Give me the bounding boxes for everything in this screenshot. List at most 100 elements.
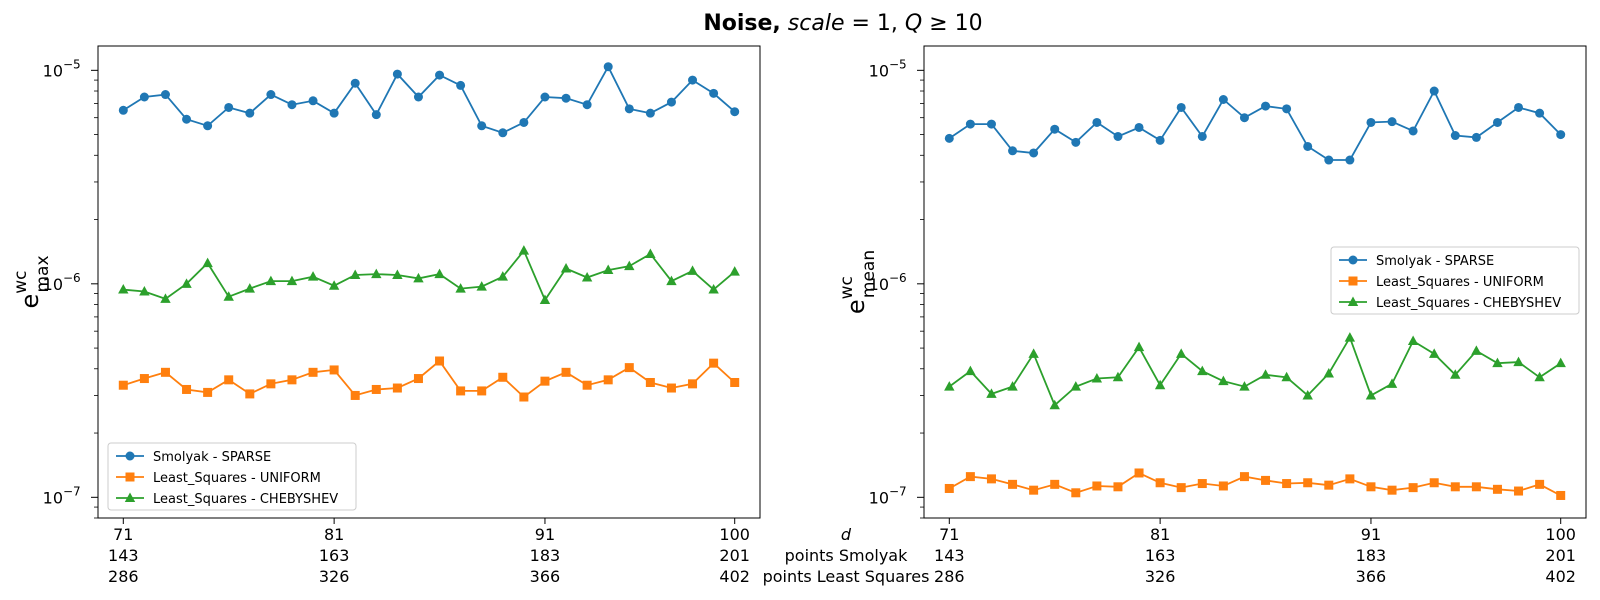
- data-point: [1134, 122, 1144, 132]
- data-point: [1092, 481, 1102, 491]
- data-point: [434, 268, 445, 279]
- data-point: [1092, 117, 1102, 127]
- data-point: [1408, 126, 1418, 136]
- data-point: [181, 278, 192, 288]
- data-point: [687, 265, 698, 275]
- data-point: [1492, 357, 1503, 368]
- data-point: [1050, 124, 1060, 134]
- data-point: [965, 472, 975, 482]
- data-point: [350, 390, 360, 400]
- x-tick-label: 100: [719, 525, 750, 544]
- data-point: [1345, 155, 1355, 165]
- data-point: [224, 102, 234, 112]
- data-point: [688, 379, 698, 389]
- legend-box: [1330, 246, 1580, 315]
- data-point: [1408, 483, 1418, 493]
- data-point: [413, 92, 423, 102]
- x-tick-label: 163: [319, 546, 350, 565]
- data-point: [118, 380, 128, 390]
- y-tick-label: 10: [43, 61, 63, 80]
- data-point: [944, 381, 955, 391]
- data-point: [1555, 357, 1566, 368]
- data-point: [709, 88, 719, 98]
- data-point: [1260, 369, 1271, 379]
- data-point: [1556, 490, 1566, 500]
- data-point: [519, 392, 529, 402]
- data-point: [561, 367, 571, 377]
- data-point: [645, 248, 656, 258]
- data-point: [1154, 379, 1166, 390]
- data-point: [708, 284, 719, 294]
- data-point: [1534, 371, 1545, 382]
- legend-label: Least_Squares - CHEBYSHEV: [153, 492, 338, 507]
- data-point: [624, 260, 635, 271]
- data-point: [624, 104, 634, 114]
- y-axis-label: ewc mean: [837, 250, 879, 314]
- series-line: [948, 335, 1562, 407]
- data-point: [1112, 371, 1124, 382]
- y-tick-label: 10: [869, 488, 889, 507]
- x-tick-label: 402: [1545, 567, 1576, 586]
- data-point: [371, 384, 381, 394]
- data-point: [1514, 486, 1524, 496]
- series-line: [948, 471, 1562, 497]
- data-point: [1514, 102, 1524, 112]
- data-point: [1071, 488, 1081, 498]
- data-point: [965, 365, 976, 376]
- x-tick-label: 326: [1145, 567, 1176, 586]
- data-point: [1197, 131, 1207, 141]
- legend-marker: [1347, 296, 1359, 306]
- data-point: [1049, 399, 1060, 410]
- data-point: [286, 275, 298, 286]
- data-point: [944, 133, 954, 143]
- data-point: [1429, 348, 1440, 358]
- data-point: [540, 376, 550, 386]
- data-point: [203, 121, 213, 131]
- data-point: [944, 483, 954, 493]
- data-point: [455, 283, 466, 293]
- data-point: [477, 121, 487, 131]
- data-point: [986, 474, 996, 484]
- data-point: [688, 75, 698, 85]
- data-point: [118, 284, 129, 294]
- data-point: [1008, 479, 1018, 489]
- x-tick-label: 81: [324, 525, 344, 544]
- data-point: [666, 383, 676, 393]
- y-axis-label: ewc max: [11, 255, 53, 308]
- data-point: [307, 271, 319, 281]
- data-point: [266, 379, 276, 389]
- data-point: [1535, 108, 1545, 118]
- data-point: [1197, 479, 1207, 489]
- y-tick-label: 10: [43, 488, 63, 507]
- data-point: [1113, 131, 1123, 141]
- data-point: [328, 280, 340, 290]
- data-point: [413, 272, 424, 283]
- x-tick-label: 366: [1356, 567, 1387, 586]
- data-point: [1008, 146, 1018, 156]
- axes-frame: [97, 45, 761, 519]
- data-point: [1302, 389, 1313, 400]
- data-point: [1324, 155, 1334, 165]
- series-line: [948, 88, 1562, 161]
- data-point: [413, 374, 423, 384]
- data-point: [1028, 348, 1039, 358]
- x-tick-label: 201: [1545, 546, 1576, 565]
- data-point: [1513, 356, 1524, 367]
- y-tick-label: 10: [869, 275, 889, 294]
- data-point: [1029, 148, 1039, 158]
- data-point: [730, 107, 740, 117]
- y-tick-exponent: −6: [63, 271, 81, 285]
- data-point: [1344, 332, 1356, 342]
- x-tick-label: 201: [719, 546, 750, 565]
- x-tick-label: 402: [719, 567, 750, 586]
- data-point: [245, 108, 255, 118]
- data-point: [965, 119, 975, 129]
- data-point: [603, 264, 614, 275]
- data-point: [1366, 482, 1376, 492]
- data-point: [519, 117, 529, 127]
- data-point: [476, 281, 487, 291]
- y-tick-exponent: −5: [63, 57, 81, 71]
- y-tick-exponent: −5: [889, 57, 907, 71]
- data-point: [1387, 485, 1397, 495]
